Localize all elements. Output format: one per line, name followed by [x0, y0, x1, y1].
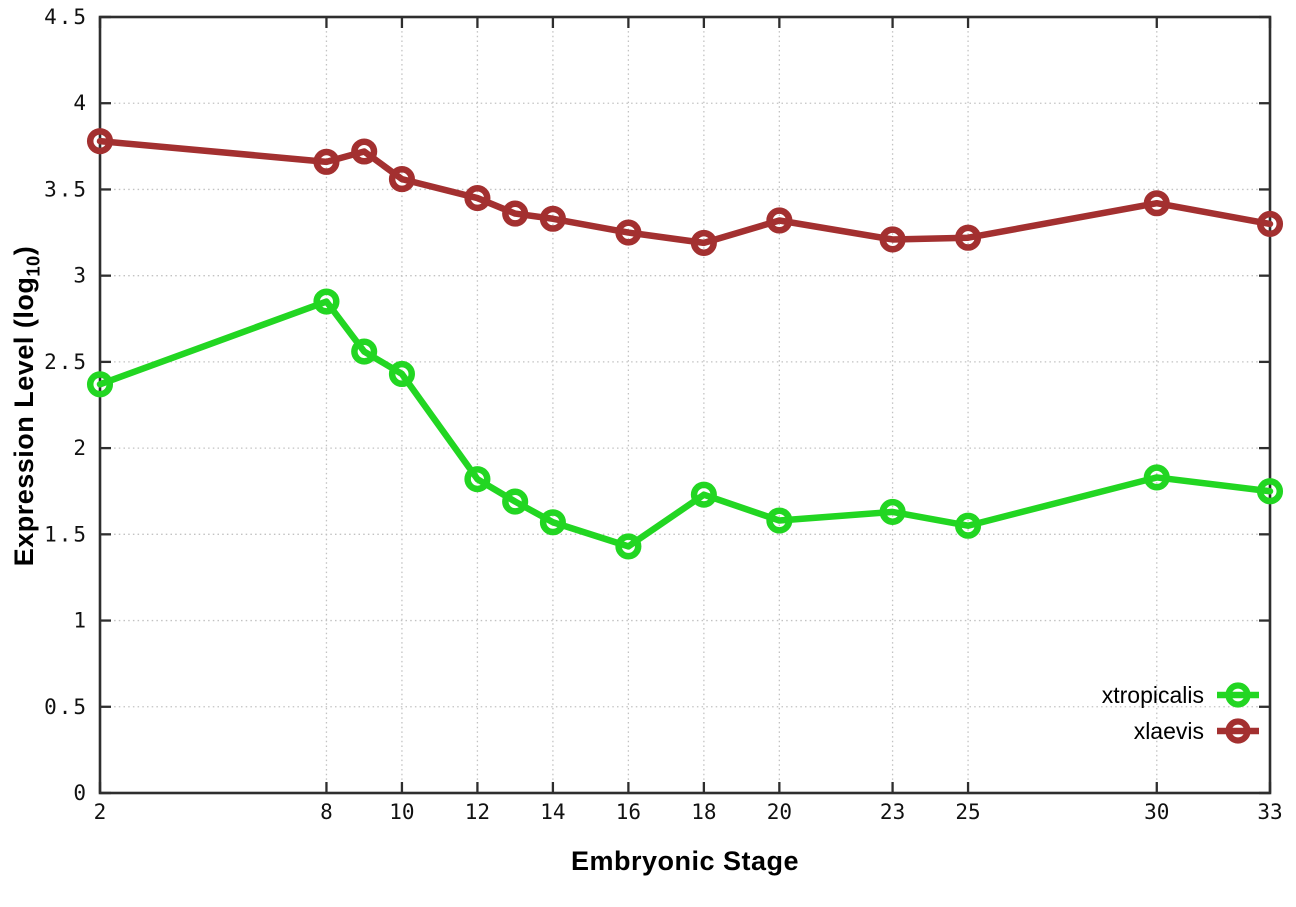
series-xtropicalis-point [502, 488, 529, 515]
legend: xtropicalis xlaevis [1102, 681, 1260, 745]
plot-border [98, 15, 1272, 795]
legend-label-xlaevis: xlaevis [1133, 717, 1204, 744]
series-xlaevis-line [96, 137, 1274, 247]
legend-label-xtropicalis: xtropicalis [1101, 681, 1204, 708]
series-xlaevis-point [955, 224, 982, 251]
series-xlaevis-point [1256, 210, 1284, 237]
y-tick-label: 1 [73, 609, 88, 633]
y-tick-label: 2 [73, 436, 88, 460]
series-xlaevis-point [766, 207, 793, 234]
legend-marker-xlaevis-icon [1217, 718, 1259, 744]
series-xtropicalis-point [351, 338, 378, 365]
y-axis-label-subscript: 10 [22, 255, 44, 277]
series-xlaevis-point [86, 128, 114, 155]
x-tick-label: 2 [94, 800, 107, 824]
x-tick-label: 10 [389, 800, 414, 824]
y-axis-label-suffix: ) [9, 245, 39, 256]
series-xtropicalis-point [1256, 478, 1284, 505]
series-xlaevis-point [313, 148, 340, 175]
series-xlaevis-point [388, 166, 415, 193]
series-xlaevis-point [879, 226, 906, 253]
y-axis-label: Expression Level (log10) [9, 18, 49, 794]
y-tick-label: 1.5 [44, 522, 88, 546]
series-xtropicalis-point [766, 507, 793, 534]
x-tick-label: 33 [1257, 800, 1282, 824]
series-xlaevis-point [615, 219, 642, 246]
series-xtropicalis-point [388, 360, 415, 388]
x-axis-label: Embryonic Stage [570, 846, 800, 876]
series-xtropicalis-point [539, 509, 566, 536]
legend-item-xtropicalis: xtropicalis [1102, 681, 1260, 709]
y-axis-label-text: Expression Level (log [9, 276, 39, 567]
x-tick-label: 30 [1144, 800, 1169, 824]
y-tick-label: 3 [73, 264, 88, 288]
y-tick-label: 0 [73, 781, 88, 805]
series-xtropicalis-line [96, 298, 1274, 550]
x-tick-label: 25 [955, 800, 980, 824]
series-xlaevis-point [1143, 190, 1170, 217]
series-xlaevis-point [351, 138, 378, 165]
series-xlaevis-point [539, 205, 566, 232]
x-tick-label: 14 [540, 800, 565, 824]
series-xtropicalis-point [313, 288, 340, 315]
series-xtropicalis-point [690, 481, 717, 508]
x-tick-label: 16 [616, 800, 641, 824]
y-tick-label: 4 [73, 91, 88, 115]
series-xtropicalis-point [615, 533, 642, 560]
legend-sample-circle [1225, 718, 1251, 744]
y-tick-label: 3.5 [44, 177, 88, 201]
x-tick-label: 23 [880, 800, 905, 824]
x-tick-label: 18 [691, 800, 716, 824]
legend-item-xlaevis: xlaevis [1134, 717, 1260, 745]
y-tick-label: 0.5 [44, 695, 88, 719]
series-xtropicalis-point [464, 466, 491, 493]
x-tick-label: 20 [767, 800, 792, 824]
series-xtropicalis-point [879, 498, 906, 525]
y-tick-label: 2.5 [44, 350, 88, 374]
x-tick-label: 8 [320, 800, 333, 824]
x-tick-label: 12 [465, 800, 490, 824]
series-xtropicalis-point [955, 512, 982, 539]
series-xlaevis-point [464, 185, 491, 212]
series-xtropicalis-point [1143, 464, 1170, 491]
legend-marker-xtropicalis-icon [1217, 682, 1259, 708]
legend-sample-circle [1225, 682, 1251, 708]
y-tick-label: 4.5 [44, 5, 88, 29]
series-xlaevis-point [690, 229, 717, 256]
series-xtropicalis-point [86, 371, 114, 398]
series-xlaevis-point [502, 200, 529, 227]
